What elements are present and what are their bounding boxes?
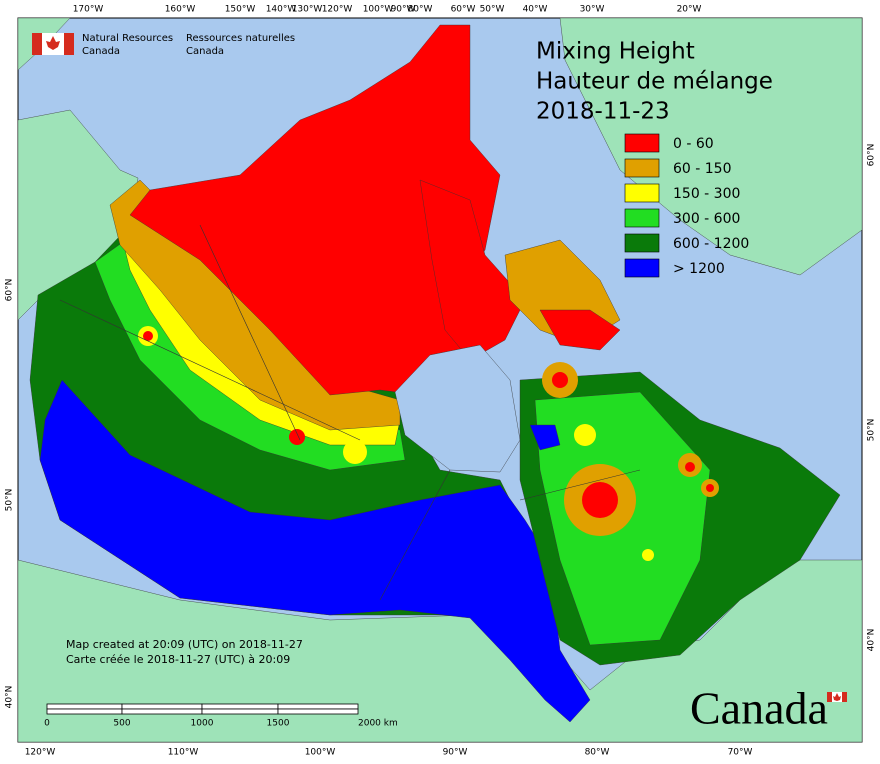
legend-label: 60 - 150 bbox=[673, 161, 732, 177]
graticule-label: 40°N bbox=[5, 686, 15, 709]
flag-bar bbox=[64, 33, 74, 55]
zone-0-60 bbox=[129, 24, 501, 396]
scale-label: 1500 bbox=[267, 719, 290, 729]
graticule-label: 60°N bbox=[5, 279, 15, 302]
graticule-label: 80°W bbox=[408, 5, 433, 15]
graticule-label: 150°W bbox=[225, 5, 256, 15]
zone-blob bbox=[343, 440, 367, 464]
graticule-label: 60°N bbox=[867, 144, 877, 167]
legend-label: 600 - 1200 bbox=[673, 236, 749, 252]
greenland bbox=[559, 17, 863, 276]
boundary bbox=[519, 469, 641, 501]
graticule-label: 130°W bbox=[292, 5, 323, 15]
zone-blob bbox=[552, 372, 568, 388]
legend-swatch bbox=[624, 158, 660, 178]
scale-segment bbox=[121, 703, 203, 710]
flag-bar bbox=[32, 33, 42, 55]
baffin bbox=[419, 179, 526, 361]
graticule-label: 120°W bbox=[25, 748, 56, 758]
footnote: Carte créée le 2018-11-27 (UTC) à 20:09 bbox=[66, 653, 290, 666]
graticule-label: 140°W bbox=[266, 5, 297, 15]
org-fr: Canada bbox=[186, 46, 224, 57]
org-en: Canada bbox=[82, 46, 120, 57]
graticule-label: 30°W bbox=[580, 5, 605, 15]
map-title: Mixing Height bbox=[536, 39, 695, 65]
scale-segment bbox=[201, 708, 279, 715]
zone-1200 bbox=[529, 424, 561, 451]
labels: Natural Resources Ressources naturelles Ca… bbox=[5, 5, 877, 758]
zone-blob bbox=[143, 331, 153, 341]
legend-label: 0 - 60 bbox=[673, 136, 714, 152]
org-en: Natural Resources bbox=[82, 33, 173, 44]
graticule-label: 90°W bbox=[443, 748, 468, 758]
graticule-label: 170°W bbox=[73, 5, 104, 15]
map-title: Hauteur de mélange bbox=[536, 69, 773, 95]
zone-1200 bbox=[39, 379, 591, 723]
legend-swatch bbox=[624, 183, 660, 203]
zone-blob bbox=[642, 549, 654, 561]
graticule-label: 70°W bbox=[728, 748, 753, 758]
map-layers bbox=[17, 17, 863, 743]
legend-label: 150 - 300 bbox=[673, 186, 740, 202]
wordmark-flag-leaf bbox=[833, 693, 841, 701]
scale-segment bbox=[46, 703, 123, 710]
boundary bbox=[59, 299, 361, 441]
legend-swatch bbox=[624, 233, 660, 253]
graticule-label: 80°W bbox=[585, 748, 610, 758]
boundary bbox=[379, 469, 451, 601]
flag-leaf bbox=[46, 36, 60, 50]
graticule-label: 110°W bbox=[168, 748, 199, 758]
graticule-label: 50°W bbox=[480, 5, 505, 15]
graticule-label: 60°W bbox=[451, 5, 476, 15]
scale-segment bbox=[121, 708, 203, 715]
legend-label: > 1200 bbox=[673, 261, 725, 277]
footnote: Map created at 20:09 (UTC) on 2018-11-27 bbox=[66, 638, 303, 651]
org-fr: Ressources naturelles bbox=[186, 33, 295, 44]
zone-blob bbox=[574, 424, 596, 446]
graticule-label: 40°W bbox=[523, 5, 548, 15]
graticule-label: 20°W bbox=[677, 5, 702, 15]
legend-swatch bbox=[624, 133, 660, 153]
graticule-label: 120°W bbox=[322, 5, 353, 15]
graticule-label: 160°W bbox=[165, 5, 196, 15]
legend-swatch bbox=[624, 208, 660, 228]
scale-label: 0 bbox=[44, 719, 50, 729]
scale-segment bbox=[277, 708, 359, 715]
graticule-label: 40°N bbox=[867, 629, 877, 652]
graticule-label: 90°W bbox=[391, 5, 416, 15]
scale-label: 1000 bbox=[191, 719, 214, 729]
graticule-label: 100°W bbox=[363, 5, 394, 15]
graticule-label: 50°N bbox=[867, 419, 877, 442]
scale-label: 2000 km bbox=[358, 719, 398, 729]
scale-label: 500 bbox=[113, 719, 130, 729]
legend-label: 300 - 600 bbox=[673, 211, 740, 227]
zone-0-60 bbox=[539, 309, 621, 351]
map-title: 2018-11-23 bbox=[536, 99, 670, 125]
scale-segment bbox=[277, 703, 359, 710]
zone-blob bbox=[582, 482, 618, 518]
scale-segment bbox=[46, 708, 123, 715]
zone-blob bbox=[685, 462, 695, 472]
wordmark: Canada bbox=[690, 683, 828, 734]
zone-blob bbox=[706, 484, 714, 492]
graticule-label: 50°N bbox=[5, 489, 15, 512]
zone-blob bbox=[289, 429, 305, 445]
graticule-label: 100°W bbox=[305, 748, 336, 758]
scale-segment bbox=[201, 703, 279, 710]
legend-swatch bbox=[624, 258, 660, 278]
